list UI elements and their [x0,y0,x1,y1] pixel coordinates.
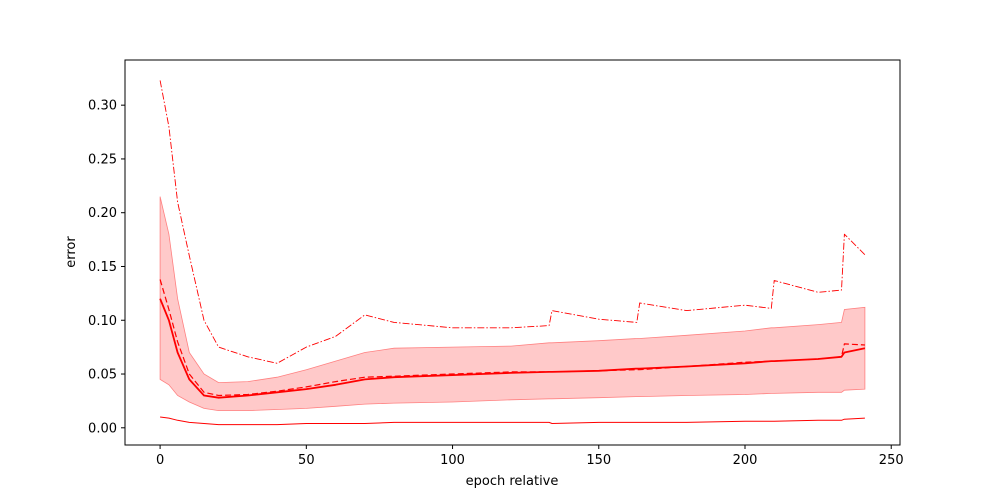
confidence-band [159,196,866,412]
x-axis-ticks: 0 50 100 150 200 250 [156,445,904,468]
y-axis-ticks: 0.00 0.05 0.10 0.15 0.20 0.25 0.30 [88,99,125,436]
y-axis-label: error [64,236,79,268]
y-tick-label: 0.25 [88,152,117,167]
x-tick-label: 0 [156,453,164,468]
y-tick-label: 0.00 [88,421,117,436]
series-lines-layer [159,80,866,426]
x-tick-label: 100 [440,453,465,468]
y-tick-label: 0.05 [88,368,117,383]
x-tick-label: 250 [879,453,904,468]
x-axis-label: epoch relative [466,474,559,489]
series-line-2 [159,279,865,397]
y-tick-label: 0.30 [88,99,117,114]
y-tick-label: 0.10 [88,314,117,329]
y-tick-label: 0.20 [88,206,117,221]
series-line-4 [160,416,865,426]
y-tick-label: 0.15 [88,260,117,275]
confidence-band-layer [159,196,866,412]
x-tick-label: 150 [586,453,611,468]
x-tick-label: 200 [733,453,758,468]
x-tick-label: 50 [298,453,315,468]
series-line-3 [159,80,866,364]
plot-frame [124,59,901,446]
